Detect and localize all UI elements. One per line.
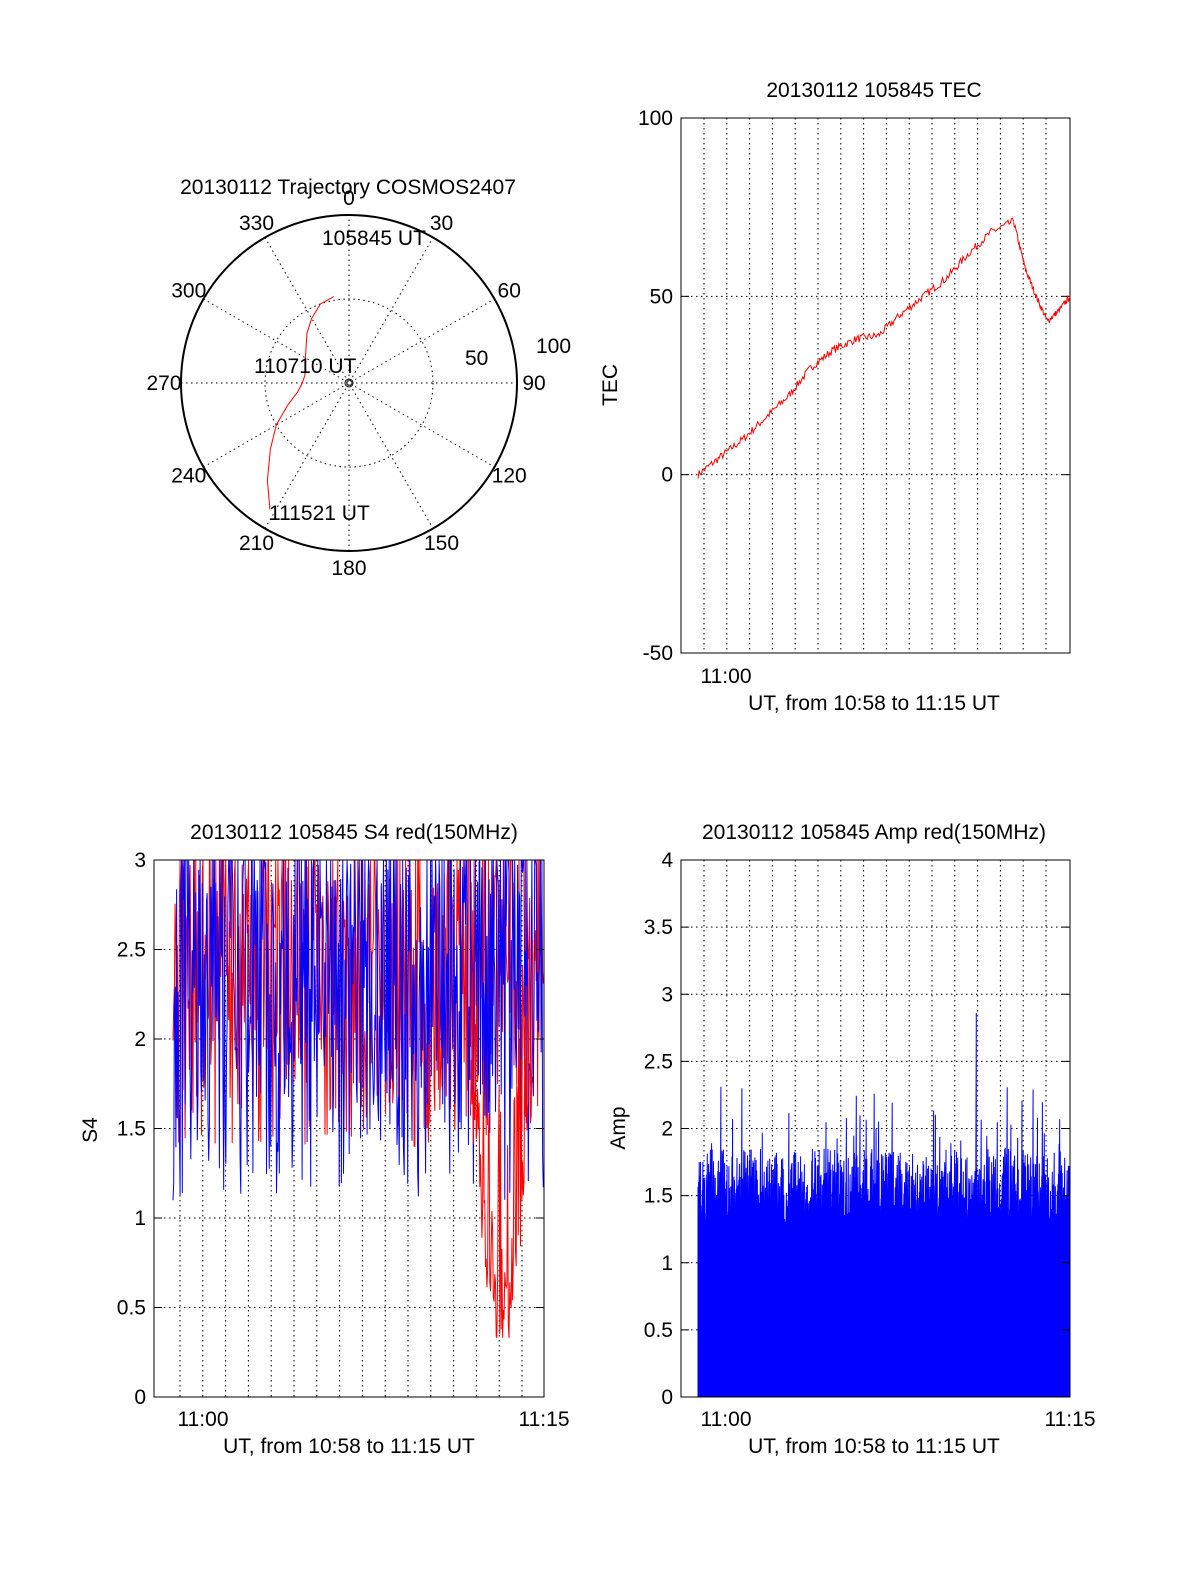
polar-spokes [181, 215, 517, 551]
amp-ytick-label-4: 2 [661, 1118, 673, 1141]
s4-ytick-label-4: 2 [134, 1028, 146, 1051]
polar-spoke-30 [264, 237, 434, 529]
polar-inner-ring [264, 298, 434, 468]
amp-xlabel: UT, from 10:58 to 11:15 UT [748, 1435, 1000, 1458]
amp-y-ticks: 0 0.5 1 1.5 2 2.5 3 3.5 4 [644, 849, 1070, 1409]
polar-angle-label-300: 300 [171, 280, 206, 303]
amp-ytick-label-6: 3 [661, 983, 673, 1006]
amp-ytick-label-0: 0 [661, 1386, 673, 1409]
polar-angle-label-210: 210 [239, 532, 274, 555]
s4-x-tick-1115: 11:15 [519, 1408, 570, 1431]
tec-xlabel: UT, from 10:58 to 11:15 UT [748, 692, 1000, 715]
s4-ytick-label-2: 1 [134, 1207, 146, 1230]
polar-angle-label-120: 120 [492, 465, 527, 488]
polar-angle-label-270: 270 [146, 372, 181, 395]
s4-series-blue [172, 859, 544, 1201]
polar-angle-label-180: 180 [331, 557, 366, 580]
s4-chart: 20130112 105845 S4 red(150MHz) 0 0.5 1 1.5 2… [79, 821, 570, 1458]
s4-ytick-label-1: 0.5 [117, 1297, 146, 1320]
s4-ytick-label-5: 2.5 [117, 939, 146, 962]
tec-ytick-label-3: 100 [638, 107, 673, 130]
polar-radial-label-50: 50 [465, 347, 488, 370]
trajectory-mid-label: 110710 UT [254, 355, 357, 378]
amp-series-area [697, 1012, 1070, 1398]
s4-ylabel: S4 [79, 1117, 102, 1143]
tec-ytick-label-1: 0 [661, 464, 673, 487]
tec-ylabel: TEC [599, 364, 622, 406]
polar-angle-label-0: 0 [343, 187, 355, 210]
amp-ylabel: Amp [607, 1106, 630, 1149]
tec-chart: 20130112 105845 TEC -50 0 50 100 11:00 UT, … [599, 79, 1071, 715]
tec-y-ticks: -50 0 50 100 [638, 107, 1070, 665]
polar-radial-label-100: 100 [536, 335, 571, 358]
amp-ytick-label-8: 4 [661, 849, 673, 872]
s4-y-ticks: 0 0.5 1 1.5 2 2.5 3 [117, 849, 544, 1409]
amp-ytick-label-7: 3.5 [644, 916, 673, 939]
polar-title: 20130112 Trajectory COSMOS2407 [180, 176, 516, 199]
polar-angle-label-30: 30 [430, 212, 453, 235]
amp-ytick-label-5: 2.5 [644, 1050, 673, 1073]
tec-x-tick-1100: 11:00 [701, 665, 752, 688]
s4-title: 20130112 105845 S4 red(150MHz) [190, 821, 518, 844]
polar-angle-labels: 0 30 60 90 120 150 180 210 240 270 300 330 [146, 187, 545, 580]
trajectory-line [266, 296, 335, 510]
s4-series-red [172, 859, 544, 1148]
s4-ytick-label-3: 1.5 [117, 1118, 146, 1141]
polar-center [344, 378, 354, 388]
s4-xlabel: UT, from 10:58 to 11:15 UT [223, 1435, 475, 1458]
tec-frame [680, 117, 1071, 654]
polar-angle-label-90: 90 [522, 372, 545, 395]
s4-series-red-dip [470, 897, 534, 1339]
polar-spoke-150 [264, 237, 434, 529]
s4-ytick-label-0: 0 [134, 1386, 146, 1409]
s4-ytick-label-6: 3 [134, 849, 146, 872]
polar-chart: 20130112 Trajectory COSMOS2407 0 30 60 90 12… [146, 176, 571, 580]
amp-ytick-label-2: 1 [661, 1252, 673, 1275]
tec-title: 20130112 105845 TEC [766, 79, 981, 102]
polar-angle-label-240: 240 [171, 465, 206, 488]
polar-angle-label-150: 150 [424, 532, 459, 555]
polar-angle-label-60: 60 [498, 280, 521, 303]
polar-spoke-120 [203, 298, 495, 468]
trajectory-start-label: 105845 UT [322, 227, 426, 250]
amp-ytick-label-1: 0.5 [644, 1319, 673, 1342]
amp-title: 20130112 105845 Amp red(150MHz) [702, 821, 1046, 844]
polar-spoke-60 [203, 298, 495, 468]
amp-chart: 20130112 105845 Amp red(150MHz) 0 0.5 1 1.5… [607, 821, 1096, 1458]
tec-series-rise [697, 217, 1015, 479]
s4-x-tick-1100: 11:00 [178, 1408, 229, 1431]
tec-ytick-label-0: -50 [643, 642, 673, 665]
trajectory-end-label: 111521 UT [269, 502, 370, 525]
tec-ytick-label-2: 50 [650, 285, 673, 308]
amp-ytick-label-3: 1.5 [644, 1185, 673, 1208]
amp-x-tick-1100: 11:00 [701, 1408, 752, 1431]
polar-angle-label-330: 330 [239, 212, 274, 235]
amp-x-tick-1115: 11:15 [1045, 1408, 1096, 1431]
tec-series-drop [1013, 222, 1071, 323]
tec-grid [681, 117, 1070, 654]
